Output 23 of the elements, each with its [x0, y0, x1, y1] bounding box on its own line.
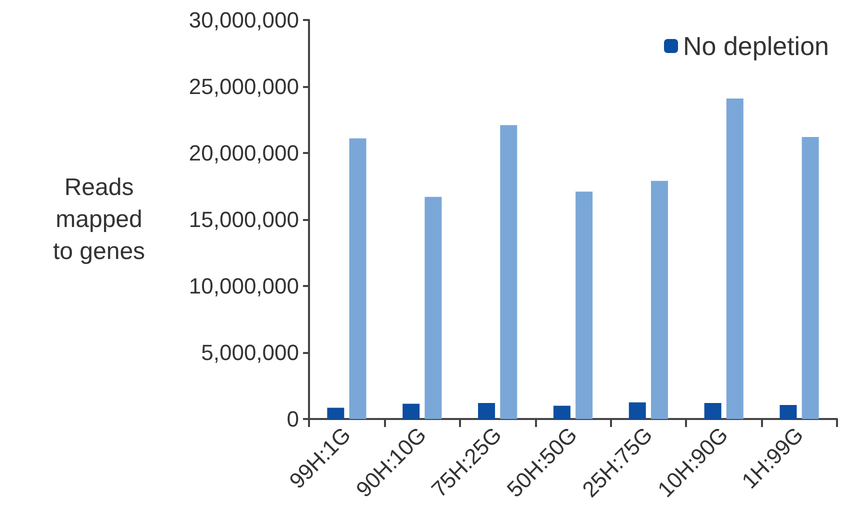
y-tick-label: 30,000,000 [188, 8, 299, 32]
bar [726, 98, 744, 419]
y-tick-label: 20,000,000 [188, 140, 299, 166]
y-tick-label: 5,000,000 [201, 340, 299, 365]
y-tick-label: 10,000,000 [188, 274, 299, 298]
bar [553, 406, 570, 419]
y-axis-title: Reads mapped to genes [52, 174, 146, 265]
y-tick-label: 0 [286, 406, 299, 432]
bar [349, 138, 366, 419]
bar [802, 137, 819, 419]
bar [402, 404, 420, 419]
y-tick-label: 15,000,000 [188, 207, 299, 232]
bar [424, 196, 442, 419]
bar [576, 192, 593, 419]
bar [704, 403, 722, 419]
y-tick-label: 25,000,000 [188, 74, 299, 99]
legend-label: No depletion [683, 31, 830, 61]
bar [628, 402, 646, 419]
bar [478, 403, 496, 419]
bar [780, 405, 797, 419]
bar [327, 408, 344, 419]
bar [650, 180, 668, 419]
bar [500, 125, 518, 419]
